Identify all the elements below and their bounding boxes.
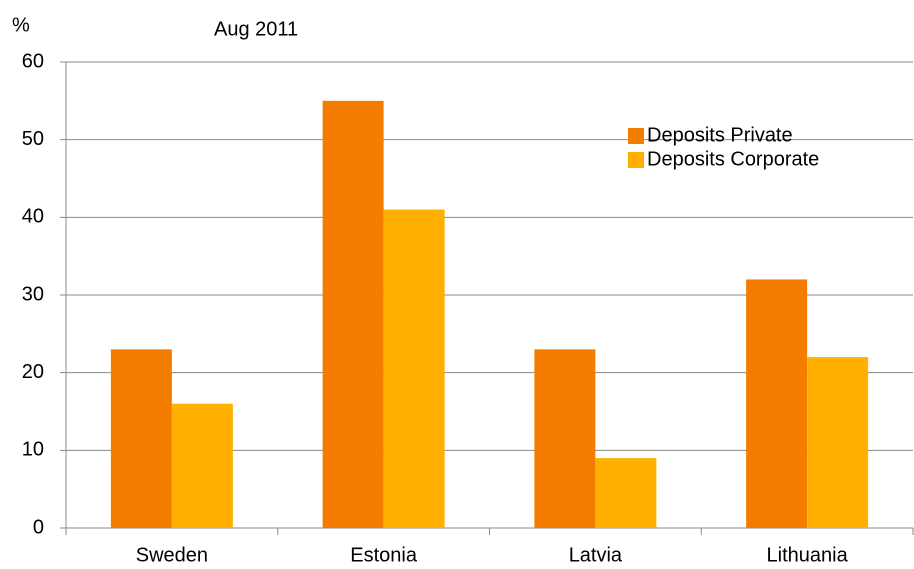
y-tick-label: 40 xyxy=(22,206,44,228)
legend-label: Deposits Corporate xyxy=(647,148,819,170)
bar xyxy=(322,100,384,528)
bar xyxy=(110,349,172,528)
bar xyxy=(171,403,233,528)
legend-label: Deposits Private xyxy=(647,124,793,146)
bar xyxy=(807,357,869,528)
x-tick-label: Estonia xyxy=(350,544,418,566)
legend-swatch xyxy=(628,128,644,144)
y-tick-label: 50 xyxy=(22,128,44,150)
bar xyxy=(746,279,808,528)
bar xyxy=(383,209,445,529)
y-tick-label: 10 xyxy=(22,439,44,461)
y-tick-label: 0 xyxy=(33,516,44,538)
y-tick-label: 30 xyxy=(22,283,44,305)
y-axis-label: % xyxy=(12,14,30,36)
x-tick-label: Lithuania xyxy=(767,544,849,566)
bar xyxy=(534,349,596,528)
chart-subtitle: Aug 2011 xyxy=(214,18,298,40)
bar xyxy=(595,458,657,528)
y-tick-label: 60 xyxy=(22,50,44,72)
legend-swatch xyxy=(628,152,644,168)
x-tick-label: Latvia xyxy=(569,544,623,566)
x-tick-label: Sweden xyxy=(136,544,208,566)
y-tick-label: 20 xyxy=(22,361,44,383)
